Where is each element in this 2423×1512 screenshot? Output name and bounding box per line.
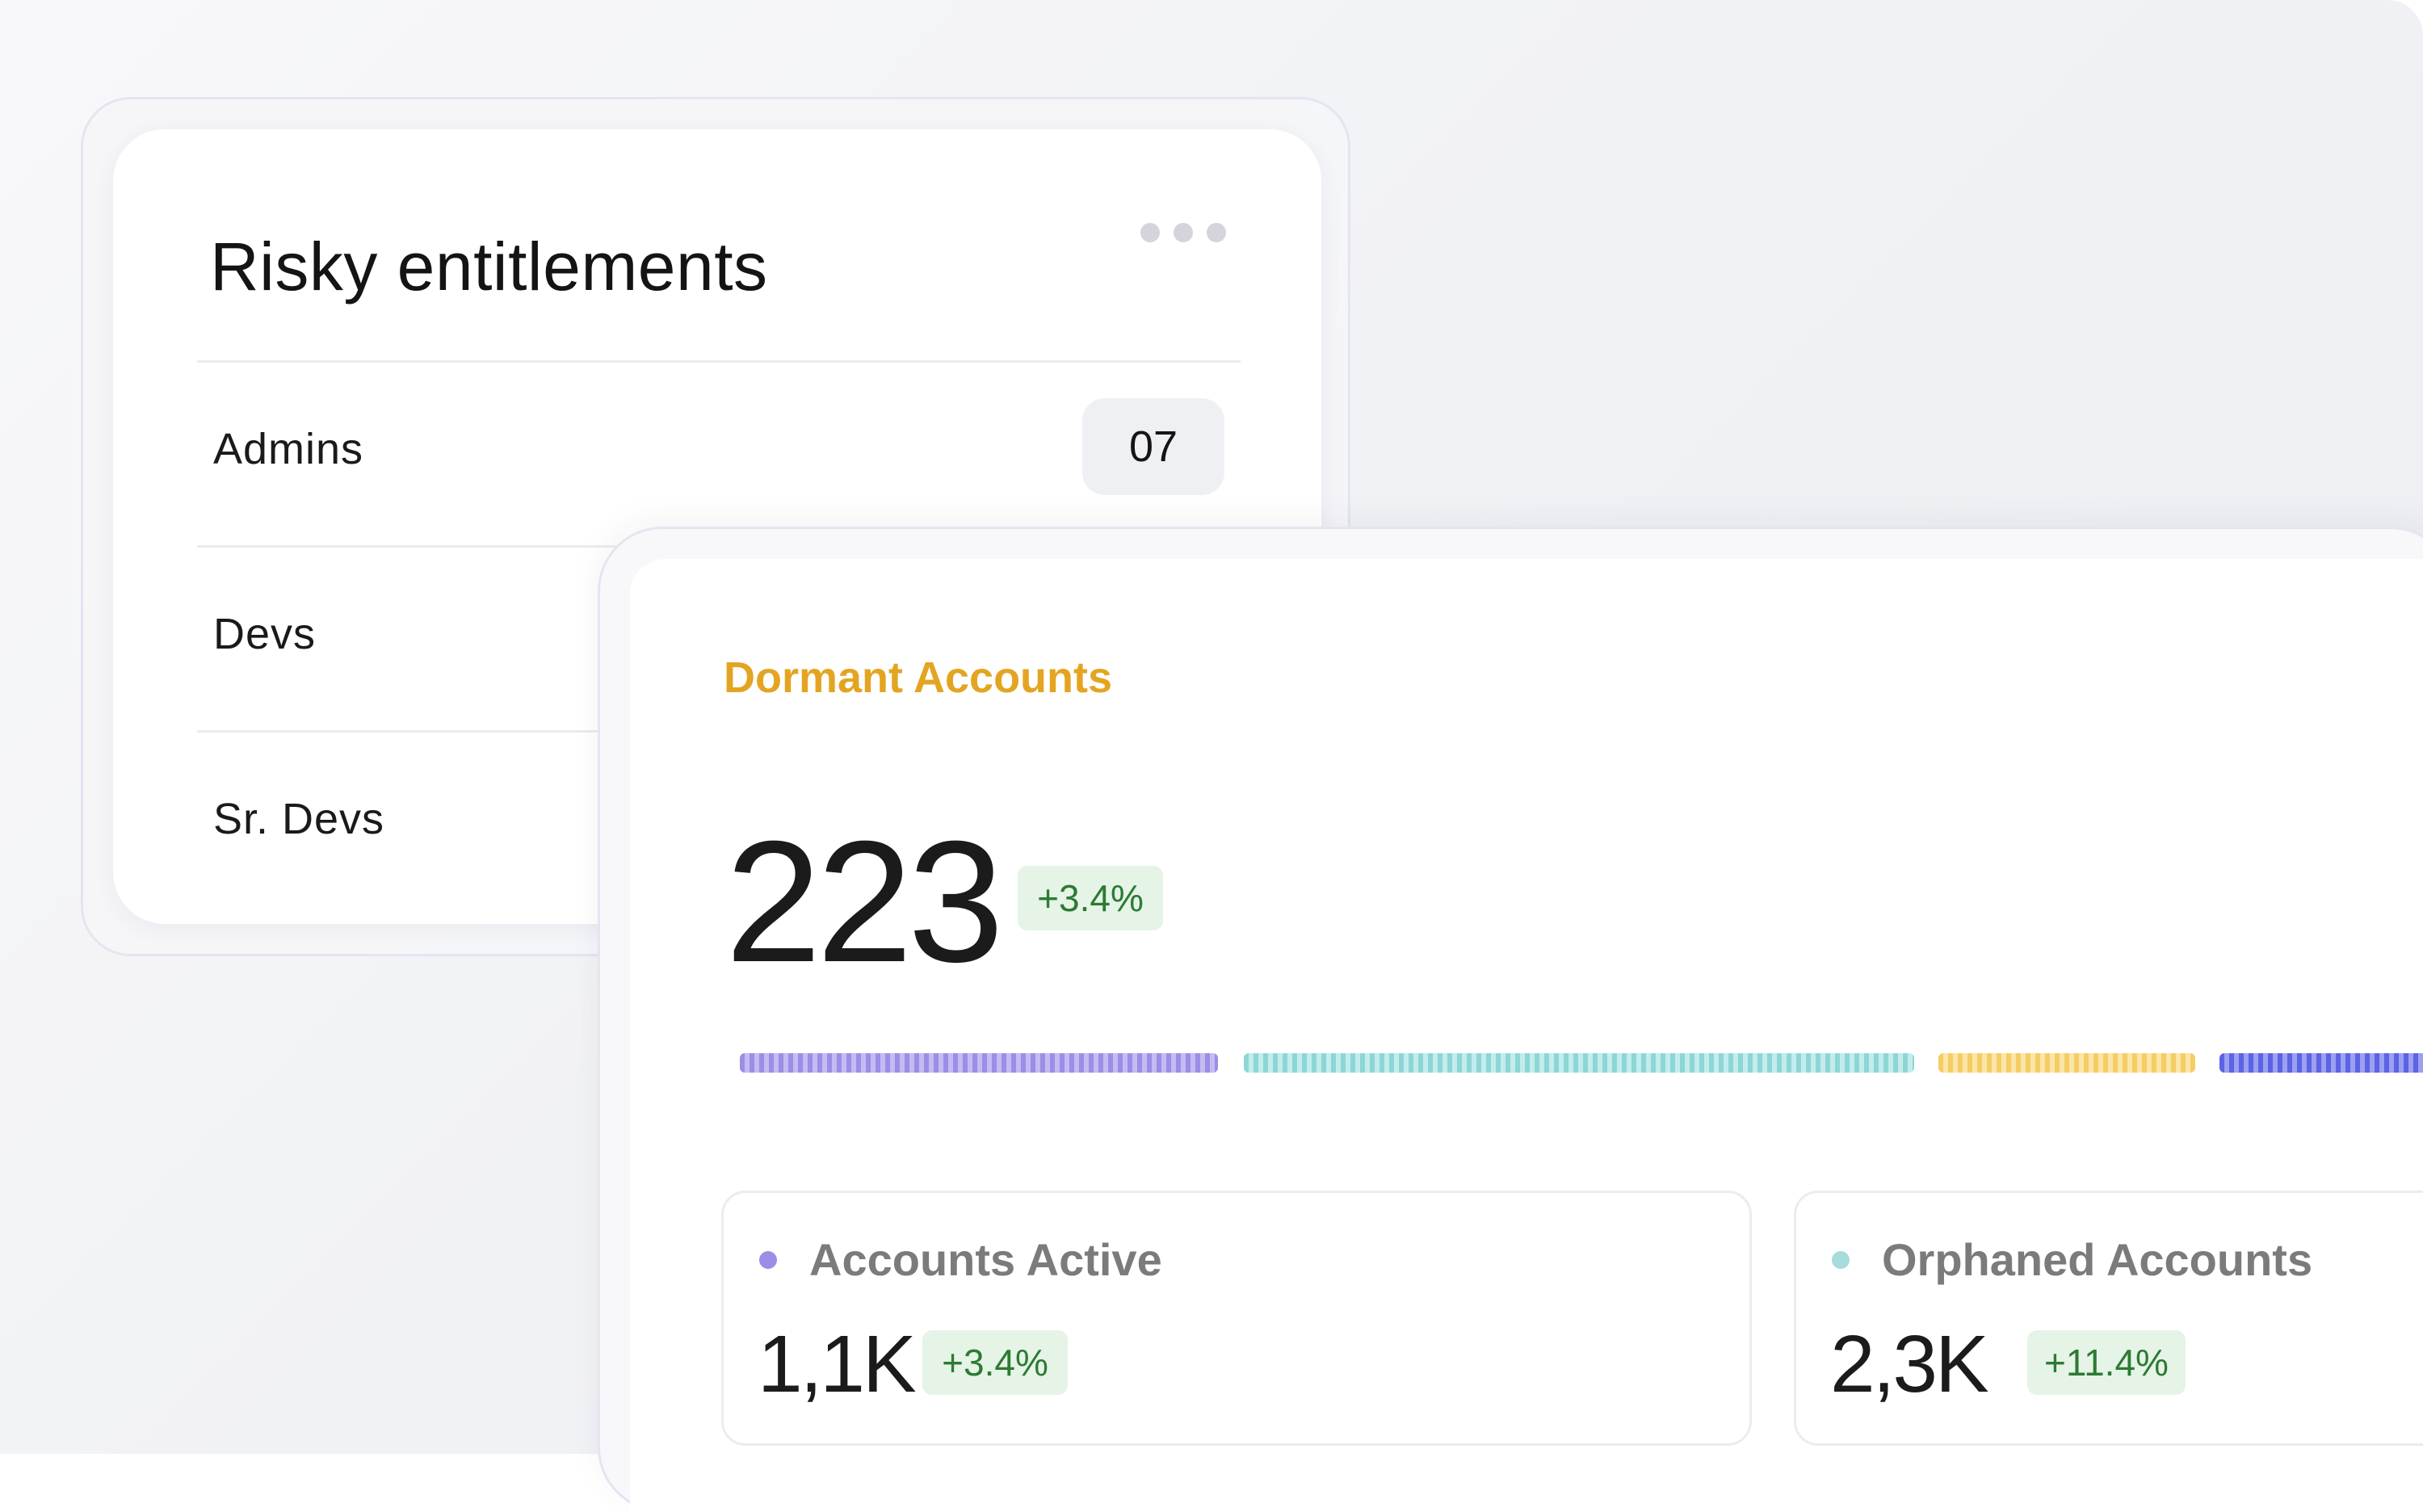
menu-dot xyxy=(1207,223,1226,242)
more-horizontal-icon[interactable] xyxy=(1140,223,1226,247)
distribution-segment-blue xyxy=(2219,1053,2423,1073)
metric-value: 2,3K xyxy=(1830,1319,1989,1409)
distribution-segment-teal xyxy=(1244,1053,1914,1073)
dormant-change-badge: +3.4% xyxy=(1018,866,1163,930)
metric-change-badge: +3.4% xyxy=(922,1330,1068,1395)
metric-label: Accounts Active xyxy=(809,1234,1162,1285)
distribution-segment-yellow xyxy=(1938,1053,2195,1073)
menu-dot xyxy=(1174,223,1193,242)
dormant-accounts-value: 223 xyxy=(725,805,1004,998)
dormant-accounts-title: Dormant Accounts xyxy=(724,653,1113,702)
risk-row-label: Admins xyxy=(213,425,364,473)
risk-row-label: Sr. Devs xyxy=(213,795,385,843)
metric-card-accounts-active[interactable]: Accounts Active 1,1K +3.4% xyxy=(721,1191,1752,1446)
distribution-segment-purple xyxy=(740,1053,1218,1073)
risk-count-badge: 07 xyxy=(1082,398,1224,495)
risk-row-label: Devs xyxy=(213,610,317,658)
metric-value: 1,1K xyxy=(758,1319,917,1409)
menu-dot xyxy=(1140,223,1160,242)
metric-label: Orphaned Accounts xyxy=(1882,1234,2313,1285)
risky-entitlements-title: Risky entitlements xyxy=(210,229,768,304)
risk-row-admins[interactable]: Admins 07 xyxy=(197,360,1241,543)
legend-dot xyxy=(1832,1251,1850,1269)
metric-card-orphaned-accounts[interactable]: Orphaned Accounts 2,3K +11.4% xyxy=(1794,1191,2423,1446)
legend-dot xyxy=(759,1251,777,1269)
metric-change-badge: +11.4% xyxy=(2027,1330,2186,1395)
